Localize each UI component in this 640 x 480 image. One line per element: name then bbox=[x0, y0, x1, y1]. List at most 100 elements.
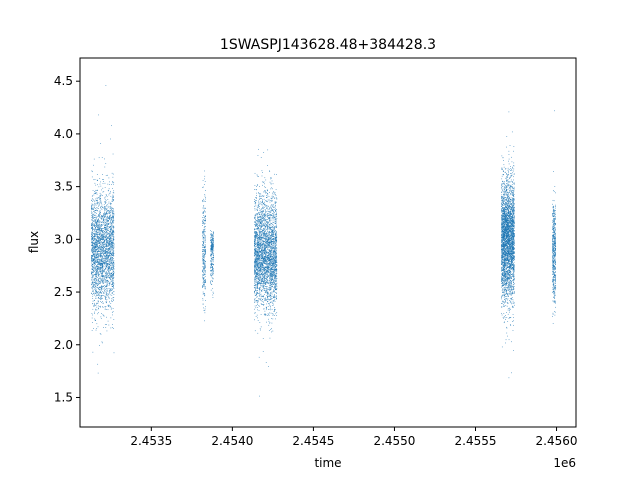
data-point bbox=[204, 228, 206, 230]
data-point bbox=[109, 276, 111, 278]
data-point bbox=[202, 234, 204, 236]
data-point bbox=[103, 247, 105, 248]
data-point bbox=[94, 230, 96, 231]
data-point bbox=[210, 253, 212, 255]
data-point bbox=[95, 233, 97, 235]
data-point bbox=[264, 191, 266, 192]
data-point bbox=[95, 298, 97, 299]
data-point bbox=[106, 294, 107, 296]
data-point bbox=[109, 277, 110, 278]
data-point bbox=[103, 280, 104, 282]
data-point bbox=[274, 230, 276, 232]
data-point bbox=[257, 286, 258, 288]
data-point bbox=[256, 265, 258, 267]
data-point bbox=[272, 259, 274, 261]
data-point bbox=[261, 250, 263, 252]
data-point bbox=[112, 271, 114, 272]
data-point bbox=[107, 229, 109, 231]
data-point bbox=[108, 285, 110, 286]
data-point bbox=[274, 242, 275, 244]
data-point bbox=[113, 277, 114, 279]
data-point bbox=[106, 286, 107, 288]
data-point bbox=[103, 276, 104, 277]
data-point bbox=[94, 312, 95, 314]
data-point bbox=[109, 231, 110, 233]
data-point bbox=[113, 276, 115, 278]
data-point bbox=[103, 253, 104, 254]
data-point bbox=[107, 276, 109, 278]
data-point bbox=[107, 263, 108, 264]
data-point bbox=[102, 230, 103, 232]
data-point bbox=[257, 175, 258, 177]
data-point bbox=[110, 269, 112, 270]
data-point bbox=[109, 231, 111, 232]
data-point bbox=[266, 265, 268, 267]
data-point bbox=[258, 270, 259, 272]
data-point bbox=[275, 256, 277, 257]
data-point bbox=[268, 320, 270, 322]
data-point bbox=[270, 260, 271, 262]
data-point bbox=[275, 216, 277, 217]
data-point bbox=[92, 252, 93, 253]
data-point bbox=[267, 267, 269, 269]
data-point bbox=[96, 197, 98, 199]
data-point bbox=[95, 242, 96, 244]
data-point bbox=[265, 271, 267, 273]
data-point bbox=[108, 210, 109, 212]
data-point bbox=[101, 236, 103, 238]
data-point bbox=[104, 228, 105, 230]
data-point bbox=[260, 281, 262, 283]
data-point bbox=[105, 221, 107, 223]
data-point bbox=[103, 249, 104, 251]
data-point bbox=[105, 258, 106, 260]
data-point bbox=[92, 263, 94, 265]
data-point bbox=[97, 225, 99, 227]
data-point bbox=[266, 193, 268, 194]
data-point bbox=[113, 232, 115, 234]
data-point bbox=[203, 260, 205, 261]
data-point bbox=[202, 244, 203, 245]
data-point bbox=[265, 192, 267, 194]
data-point bbox=[113, 275, 114, 277]
data-point bbox=[105, 201, 106, 202]
data-point bbox=[112, 251, 114, 253]
data-point bbox=[95, 276, 97, 277]
data-point bbox=[96, 216, 98, 218]
data-point bbox=[272, 232, 273, 234]
data-point bbox=[100, 241, 102, 243]
data-point bbox=[275, 292, 276, 294]
data-point bbox=[104, 166, 106, 168]
data-point bbox=[205, 252, 206, 254]
data-point bbox=[106, 309, 108, 310]
data-point bbox=[104, 233, 106, 234]
data-point bbox=[110, 231, 112, 232]
data-point bbox=[270, 249, 272, 251]
data-point bbox=[257, 246, 258, 248]
data-point bbox=[94, 263, 96, 264]
data-point bbox=[110, 253, 112, 255]
data-point bbox=[103, 258, 105, 259]
data-point bbox=[258, 257, 260, 258]
data-point bbox=[100, 238, 102, 240]
data-point bbox=[98, 221, 99, 223]
data-point bbox=[266, 201, 268, 202]
data-point bbox=[104, 235, 106, 237]
data-point bbox=[258, 293, 260, 294]
data-point bbox=[97, 259, 99, 261]
data-point bbox=[93, 246, 94, 247]
data-point bbox=[274, 247, 275, 249]
data-point bbox=[109, 218, 110, 220]
data-point bbox=[105, 237, 106, 239]
data-point bbox=[104, 255, 106, 257]
data-point bbox=[255, 232, 256, 234]
data-point bbox=[113, 181, 115, 183]
data-point bbox=[273, 228, 275, 230]
data-point bbox=[204, 286, 206, 288]
data-point bbox=[107, 233, 109, 234]
data-point bbox=[112, 212, 113, 214]
data-point bbox=[101, 216, 102, 217]
data-point bbox=[95, 270, 97, 271]
data-point bbox=[211, 243, 212, 245]
data-point bbox=[266, 205, 267, 206]
data-point bbox=[102, 232, 103, 233]
